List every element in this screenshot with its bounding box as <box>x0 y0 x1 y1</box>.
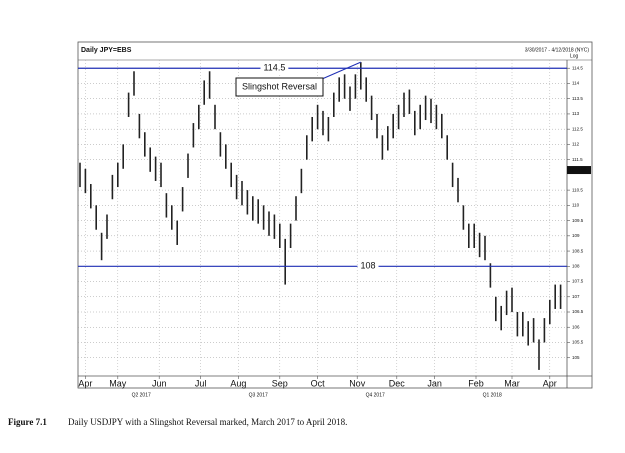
y-tick-label: 106.5 <box>572 309 584 314</box>
x-tick-label: Feb <box>468 378 484 388</box>
y-tick-label: 114.5 <box>572 65 583 70</box>
x-tick-label: May <box>109 378 127 388</box>
scale-label: Log <box>570 53 579 59</box>
y-tick-label: 109.5 <box>572 218 584 223</box>
y-tick-label: 112.5 <box>572 126 583 131</box>
x-tick-label: Jan <box>427 378 442 388</box>
y-tick-label: 111.5 <box>572 157 583 162</box>
y-tick-label: 109 <box>572 233 580 238</box>
caption-text: Daily USDJPY with a Slingshot Reversal m… <box>68 417 347 427</box>
y-tick-label: 106 <box>572 324 580 329</box>
level-label: 108 <box>360 261 375 271</box>
caption-label: Figure 7.1 <box>8 417 47 427</box>
x-tick-label: Nov <box>349 378 366 388</box>
x-tick-label: Jul <box>195 378 207 388</box>
annotation-text: Slingshot Reversal <box>242 81 317 91</box>
annotation-arrow <box>321 61 361 80</box>
y-tick-label: 107.5 <box>572 279 584 284</box>
y-tick-label: 108.5 <box>572 248 584 253</box>
level-label-bg <box>357 261 379 272</box>
x-tick-label: Apr <box>543 378 557 388</box>
y-tick-label: 105 <box>572 355 580 360</box>
y-tick-label: 113 <box>572 111 580 116</box>
x-tick-label: Jun <box>152 378 167 388</box>
y-tick-label: 105.5 <box>572 340 584 345</box>
price-tag: 111.159 <box>569 167 587 173</box>
chart-title: Daily JPY=EBS <box>81 47 132 54</box>
quarter-label: Q4 2017 <box>366 392 385 398</box>
y-tick-label: 112 <box>572 142 580 147</box>
x-tick-label: Apr <box>78 378 92 388</box>
y-tick-label: 114 <box>572 81 580 86</box>
y-tick-label: 110 <box>572 203 580 208</box>
x-tick-label: Mar <box>504 378 520 388</box>
chart-subtitle: 3/30/2017 - 4/12/2018 (NYC) <box>525 47 590 53</box>
x-tick-label: Sep <box>272 378 288 388</box>
x-tick-label: Oct <box>311 378 326 388</box>
x-tick-label: Aug <box>230 378 246 388</box>
y-tick-label: 107 <box>572 294 580 299</box>
y-tick-label: 113.5 <box>572 96 583 101</box>
y-tick-label: 108 <box>572 263 580 268</box>
quarter-label: Q1 2018 <box>483 392 502 398</box>
x-tick-label: Dec <box>389 378 406 388</box>
level-label: 114.5 <box>263 63 285 73</box>
chart-frame <box>77 41 593 389</box>
quarter-label: Q2 2017 <box>132 392 151 398</box>
quarter-label: Q3 2017 <box>249 392 268 398</box>
y-tick-label: 110.5 <box>572 187 583 192</box>
annotation-box <box>235 77 324 97</box>
level-label-bg <box>260 63 289 74</box>
price-tag-bg <box>567 166 591 175</box>
